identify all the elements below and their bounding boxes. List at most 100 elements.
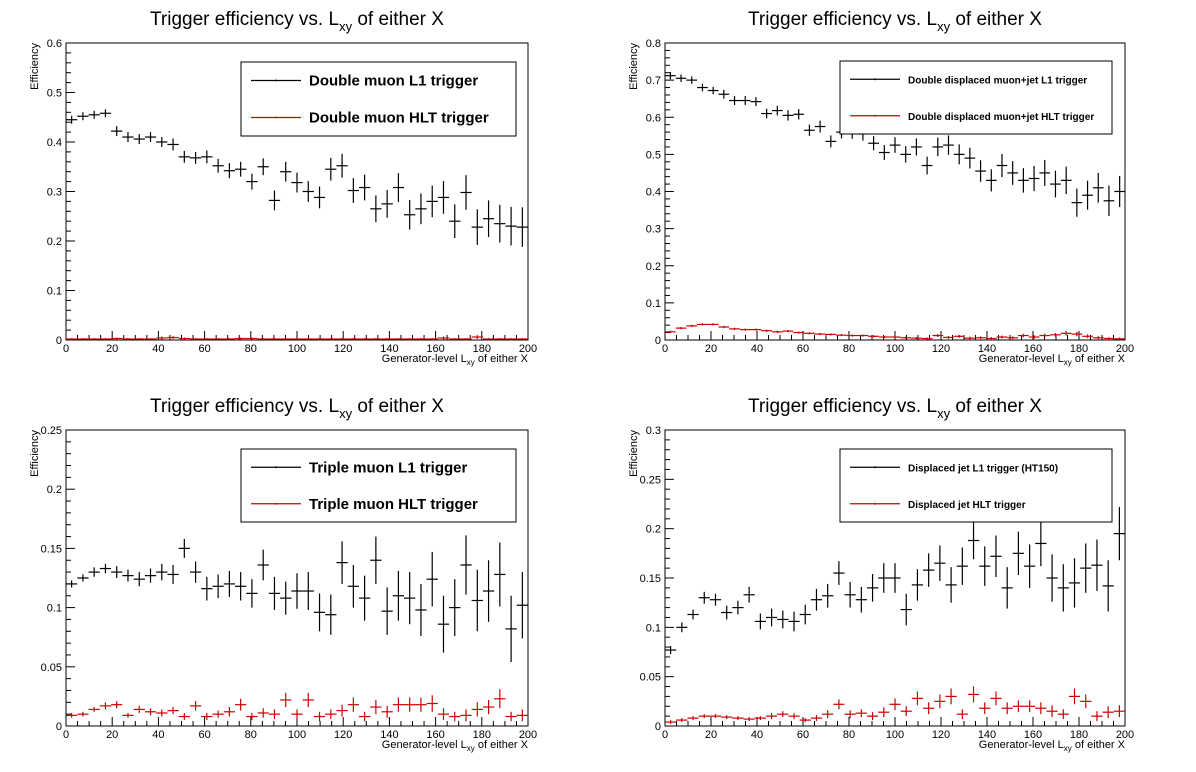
data-point <box>1007 336 1019 340</box>
chart-title: Trigger efficiency vs. Lxy of either X <box>150 9 444 34</box>
data-point <box>426 551 438 607</box>
data-point <box>404 572 416 625</box>
data-point <box>223 338 236 340</box>
data-point <box>687 716 699 721</box>
data-point <box>878 563 890 593</box>
x-tick-label: 20 <box>106 729 118 741</box>
data-point <box>844 581 856 608</box>
data-point <box>494 338 506 340</box>
data-point <box>934 545 946 581</box>
y-tick-label: 0.6 <box>646 112 661 124</box>
data-point <box>235 337 247 340</box>
data-point <box>990 535 1002 578</box>
data-point <box>449 711 461 722</box>
y-tick-label: 0.1 <box>47 286 62 298</box>
data-point <box>761 329 772 332</box>
data-point <box>836 334 847 337</box>
data-point <box>967 521 980 560</box>
x-tick-label: 120 <box>334 729 352 741</box>
data-point <box>471 209 483 245</box>
x-tick-label: 180 <box>1070 343 1088 355</box>
data-point <box>268 190 281 211</box>
data-point <box>686 76 698 84</box>
data-point <box>1039 159 1051 186</box>
x-tick-label: 80 <box>843 343 855 355</box>
chart-title: Trigger efficiency vs. Lxy of either X <box>748 9 1042 34</box>
data-point <box>665 720 677 725</box>
data-point <box>1057 564 1069 612</box>
data-point <box>985 337 997 340</box>
y-tick-label: 0.4 <box>646 187 661 199</box>
data-point <box>921 337 933 340</box>
x-tick-label: 40 <box>152 343 164 355</box>
data-point <box>325 338 337 340</box>
data-point <box>953 334 965 338</box>
data-point <box>698 591 710 604</box>
data-point <box>88 110 100 119</box>
data-point <box>133 134 145 144</box>
data-point <box>144 338 157 340</box>
data-point <box>201 338 213 340</box>
data-point <box>1035 702 1047 715</box>
data-point <box>665 71 676 80</box>
data-point <box>943 335 954 339</box>
data-point <box>494 542 506 607</box>
data-point <box>793 109 805 120</box>
data-point <box>967 686 980 703</box>
x-tick-label: 160 <box>426 343 444 355</box>
legend-label: Displaced jet L1 trigger (HT150) <box>908 463 1058 474</box>
data-point <box>814 120 826 133</box>
data-point <box>1018 168 1029 193</box>
x-tick-label: 0 <box>63 729 69 741</box>
data-point <box>1092 336 1104 340</box>
y-tick-label: 0.2 <box>646 261 661 273</box>
data-point <box>88 338 100 340</box>
data-point <box>257 549 269 581</box>
data-point <box>336 704 348 717</box>
data-point <box>729 327 740 330</box>
data-point <box>415 697 427 712</box>
data-point <box>721 605 733 620</box>
data-point <box>280 338 292 340</box>
data-point <box>878 335 890 339</box>
data-point <box>325 157 337 181</box>
data-point <box>721 715 733 720</box>
data-point <box>1080 694 1092 709</box>
data-point <box>235 161 247 177</box>
x-axis-label: Generator-level Lxy of either X <box>382 739 529 753</box>
y-tick-label: 0.3 <box>646 425 661 437</box>
data-point <box>810 715 823 722</box>
data-point <box>88 567 100 577</box>
chart-title: Trigger efficiency vs. Lxy of either X <box>150 396 444 421</box>
data-point <box>381 338 393 340</box>
data-point <box>900 336 912 339</box>
data-point <box>804 332 815 335</box>
y-tick-label: 0.05 <box>640 672 661 684</box>
data-point <box>846 334 858 337</box>
x-tick-label: 160 <box>426 729 444 741</box>
data-point <box>189 338 202 340</box>
data-point <box>956 547 968 585</box>
data-point <box>1024 544 1036 588</box>
data-point <box>111 701 123 709</box>
data-point <box>1080 543 1092 593</box>
y-tick-label: 0.3 <box>646 224 661 236</box>
data-point <box>855 586 867 613</box>
legend-label: Double muon HLT trigger <box>309 110 489 127</box>
data-point <box>822 583 834 608</box>
data-point <box>482 699 495 715</box>
data-point <box>246 712 258 721</box>
data-point <box>437 595 450 653</box>
legend-box <box>839 448 1113 523</box>
data-point <box>144 708 157 716</box>
data-point <box>956 709 968 720</box>
data-point <box>167 138 179 151</box>
data-point <box>291 172 303 193</box>
data-point <box>814 332 826 336</box>
data-point <box>990 691 1002 706</box>
data-point <box>943 135 954 155</box>
data-point <box>223 707 236 717</box>
series-hlt <box>66 335 528 340</box>
x-tick-label: 200 <box>1116 729 1134 741</box>
data-point <box>268 576 281 610</box>
